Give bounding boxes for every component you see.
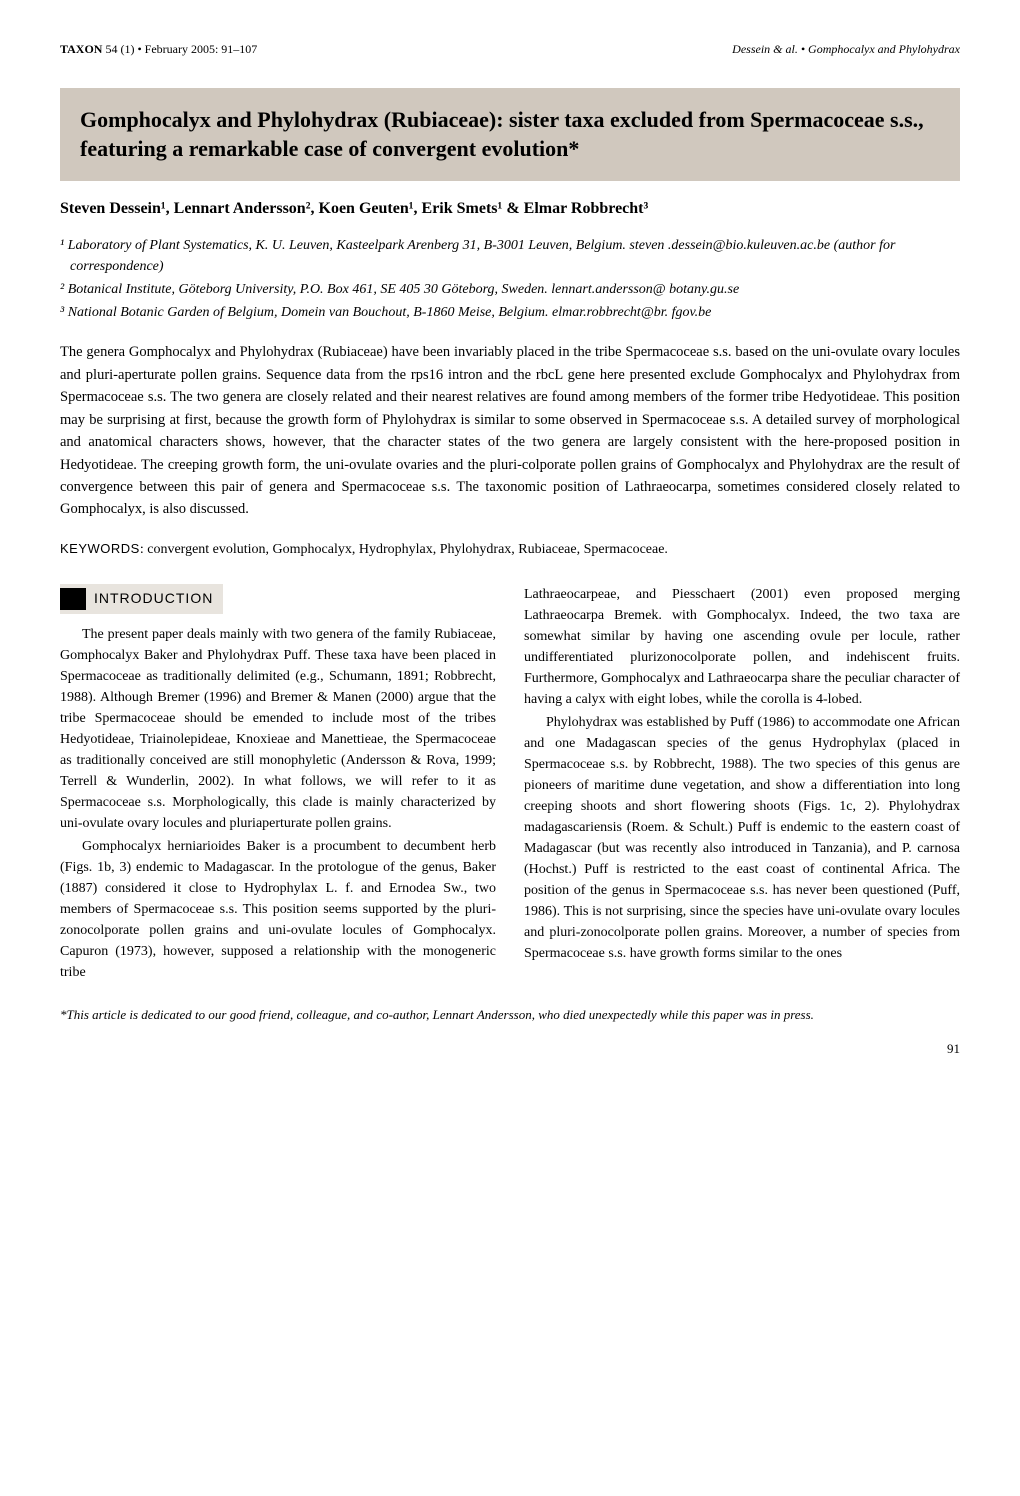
authors: Steven Dessein¹, Lennart Andersson², Koe… [60,197,960,221]
page-number: 91 [60,1039,960,1059]
keywords-line: KEYWORDS: convergent evolution, Gomphoca… [60,539,960,560]
heading-marker-icon [60,588,86,610]
title-banner: Gomphocalyx and Phylohydrax (Rubiaceae):… [60,88,960,181]
footnote: *This article is dedicated to our good f… [60,1005,960,1025]
paragraph: Phylohydrax was established by Puff (198… [524,712,960,964]
running-header: TAXON 54 (1) • February 2005: 91–107 Des… [60,40,960,58]
keywords-label: KEYWORDS [60,541,140,556]
affiliation-1: ¹ Laboratory of Plant Systematics, K. U.… [60,235,960,277]
left-column: INTRODUCTION The present paper deals mai… [60,584,496,985]
paragraph: The present paper deals mainly with two … [60,624,496,834]
journal-name: TAXON [60,42,102,56]
keywords-text: : convergent evolution, Gomphocalyx, Hyd… [140,542,668,557]
affiliations: ¹ Laboratory of Plant Systematics, K. U.… [60,235,960,323]
body-columns: INTRODUCTION The present paper deals mai… [60,584,960,985]
paragraph: Gomphocalyx herniarioides Baker is a pro… [60,836,496,983]
affiliation-2: ² Botanical Institute, Göteborg Universi… [60,279,960,300]
section-heading-text: INTRODUCTION [94,590,213,606]
article-title: Gomphocalyx and Phylohydrax (Rubiaceae):… [80,106,940,163]
section-heading-intro: INTRODUCTION [60,584,223,614]
header-right: Dessein & al. • Gomphocalyx and Phylohyd… [732,40,960,58]
header-left: TAXON 54 (1) • February 2005: 91–107 [60,40,257,58]
paragraph: Lathraeocarpeae, and Piesschaert (2001) … [524,584,960,710]
right-column: Lathraeocarpeae, and Piesschaert (2001) … [524,584,960,985]
affiliation-3: ³ National Botanic Garden of Belgium, Do… [60,302,960,323]
issue-info: 54 (1) • February 2005: 91–107 [102,42,257,56]
abstract: The genera Gomphocalyx and Phylohydrax (… [60,341,960,521]
